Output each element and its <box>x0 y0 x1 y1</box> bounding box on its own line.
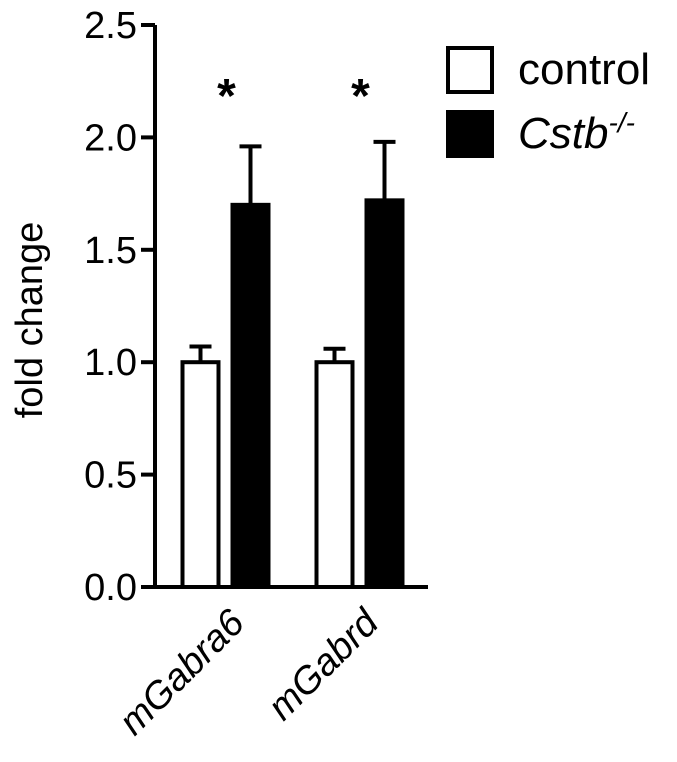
x-tick-label: mGabrd <box>260 600 388 728</box>
legend-superscript: -/- <box>608 107 634 138</box>
y-tick-label: 0.5 <box>84 455 137 497</box>
x-tick-label: mGabra6 <box>111 601 253 743</box>
legend: control Cstb-/- <box>446 45 650 158</box>
error-bars <box>189 139 396 363</box>
significance-asterisk: * <box>217 70 236 123</box>
bar-control-mGabra6 <box>180 360 221 590</box>
y-tick-label: 1.5 <box>84 230 137 272</box>
bar-cstb-mGabra6 <box>230 202 271 589</box>
bar-cstb-mGabrd <box>364 198 405 589</box>
significance-asterisk: * <box>351 70 370 123</box>
axes: 0.0 0.5 1.0 1.5 2.0 2.5 <box>84 5 428 609</box>
legend-swatch-control <box>446 46 494 94</box>
legend-label-cstb: Cstb-/- <box>518 107 635 158</box>
legend-swatch-cstb <box>446 110 494 158</box>
bar-control-mGabrd <box>314 360 355 590</box>
y-axis-title: fold change <box>9 222 51 419</box>
y-tick-label: 2.0 <box>84 117 137 159</box>
legend-label-control: control <box>518 45 650 94</box>
bars <box>180 198 405 590</box>
y-tick-label: 0.0 <box>84 567 137 609</box>
y-tick-label: 2.5 <box>84 5 137 47</box>
y-tick-label: 1.0 <box>84 342 137 384</box>
